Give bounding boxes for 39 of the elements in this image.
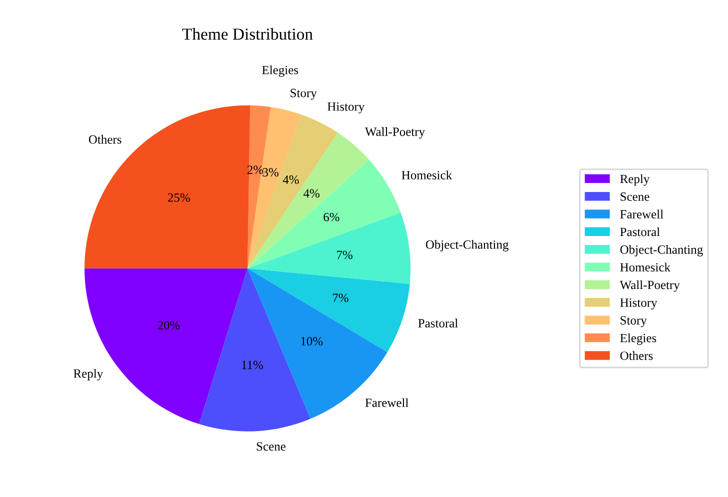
slice-label: Elegies (262, 65, 298, 77)
data-label: 7% (337, 250, 352, 260)
chart-title: Theme Distribution (182, 28, 313, 40)
legend-label: Others (620, 351, 653, 360)
legend-label: Scene (620, 192, 650, 201)
legend-label: History (620, 298, 658, 310)
data-label: 4% (303, 189, 320, 198)
pie-slice (248, 107, 301, 268)
data-label: 4% (282, 175, 299, 184)
slice-label: Pastoral (418, 318, 458, 328)
pie-slice (248, 160, 401, 268)
legend-label: Object-Chanting (620, 245, 703, 256)
pie-slice (248, 268, 410, 352)
legend-label: Farewell (620, 210, 664, 218)
legend-label: Homesick (620, 262, 670, 272)
legend-label: Story (620, 316, 647, 328)
slice-label: Homesick (402, 170, 452, 180)
data-label: 20% (158, 321, 180, 330)
data-label: 6% (324, 212, 340, 222)
slice-label: Others (88, 134, 122, 144)
legend-label: Pastoral (620, 227, 660, 236)
legend-label: Wall-Poetry (620, 280, 680, 292)
slice-label: Farewell (365, 398, 408, 408)
slice-label: Story (290, 88, 317, 100)
data-label: 3% (262, 168, 278, 176)
legend-label: Reply (620, 174, 650, 186)
data-label: 11% (242, 360, 263, 370)
slice-label: Scene (256, 442, 286, 451)
data-label: 10% (301, 336, 323, 346)
data-label: 25% (168, 193, 190, 202)
data-label: 7% (332, 294, 348, 302)
slice-label: Wall-Poetry (364, 127, 425, 139)
legend-label: Elegies (620, 333, 656, 345)
slice-label: Reply (74, 369, 104, 380)
pie-slice (248, 114, 338, 268)
slice-label: Object-Chanting (426, 240, 508, 252)
slice-label: History (328, 102, 365, 114)
pie-slice (248, 212, 411, 284)
data-label: 2% (247, 166, 264, 174)
